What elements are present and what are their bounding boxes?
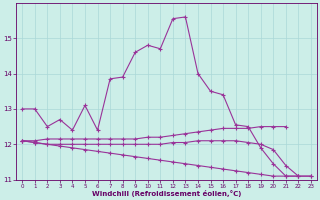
X-axis label: Windchill (Refroidissement éolien,°C): Windchill (Refroidissement éolien,°C) xyxy=(92,190,241,197)
